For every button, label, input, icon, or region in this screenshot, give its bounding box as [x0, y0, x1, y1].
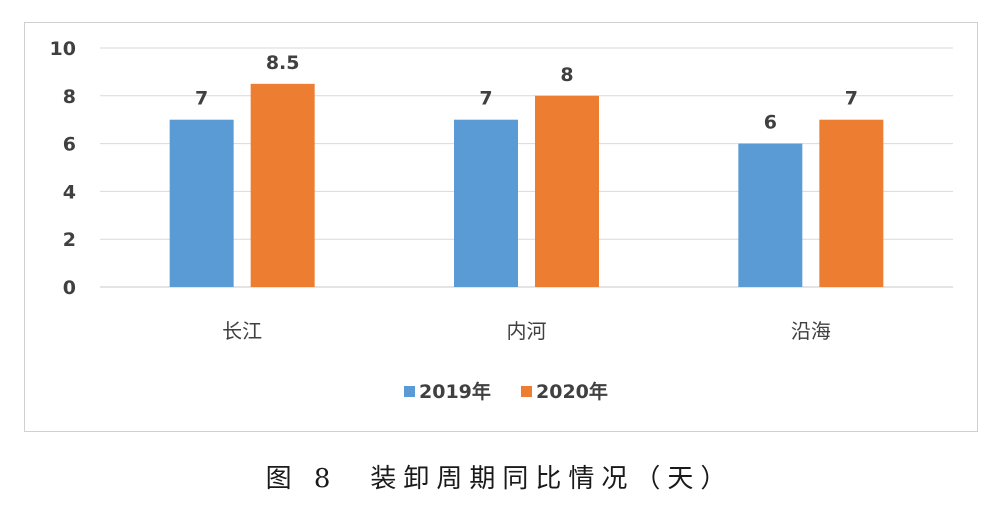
data-label: 8: [560, 64, 573, 86]
category-label: 内河: [507, 319, 547, 343]
legend-label: 2020年: [536, 380, 608, 403]
bar: [738, 143, 803, 287]
data-label: 8.5: [266, 52, 300, 74]
y-tick-label: 4: [63, 181, 76, 203]
bar: [250, 83, 315, 287]
y-tick-label: 2: [63, 229, 76, 251]
legend-swatch: [521, 386, 532, 397]
bar: [169, 119, 234, 287]
data-label: 6: [764, 112, 777, 134]
legend-swatch: [404, 386, 415, 397]
legend-label: 2019年: [419, 380, 491, 403]
data-label: 7: [195, 88, 208, 110]
y-tick-label: 8: [63, 86, 76, 108]
bar: [819, 119, 884, 287]
bar: [454, 119, 518, 287]
y-tick-label: 0: [63, 277, 76, 299]
figure-caption: 图 8 装卸周期同比情况（天）: [265, 464, 734, 494]
bar-chart: 0 2 4 6 8 10 7 8.5 长江 7 8 内河 6 7 沿海 2019年 2020年: [50, 38, 953, 403]
y-tick-label: 10: [50, 38, 76, 60]
bar: [535, 95, 599, 287]
category-label: 沿海: [791, 319, 831, 343]
y-tick-label: 6: [63, 134, 76, 156]
data-label: 7: [479, 88, 492, 110]
category-label: 长江: [222, 319, 262, 343]
data-label: 7: [845, 88, 858, 110]
